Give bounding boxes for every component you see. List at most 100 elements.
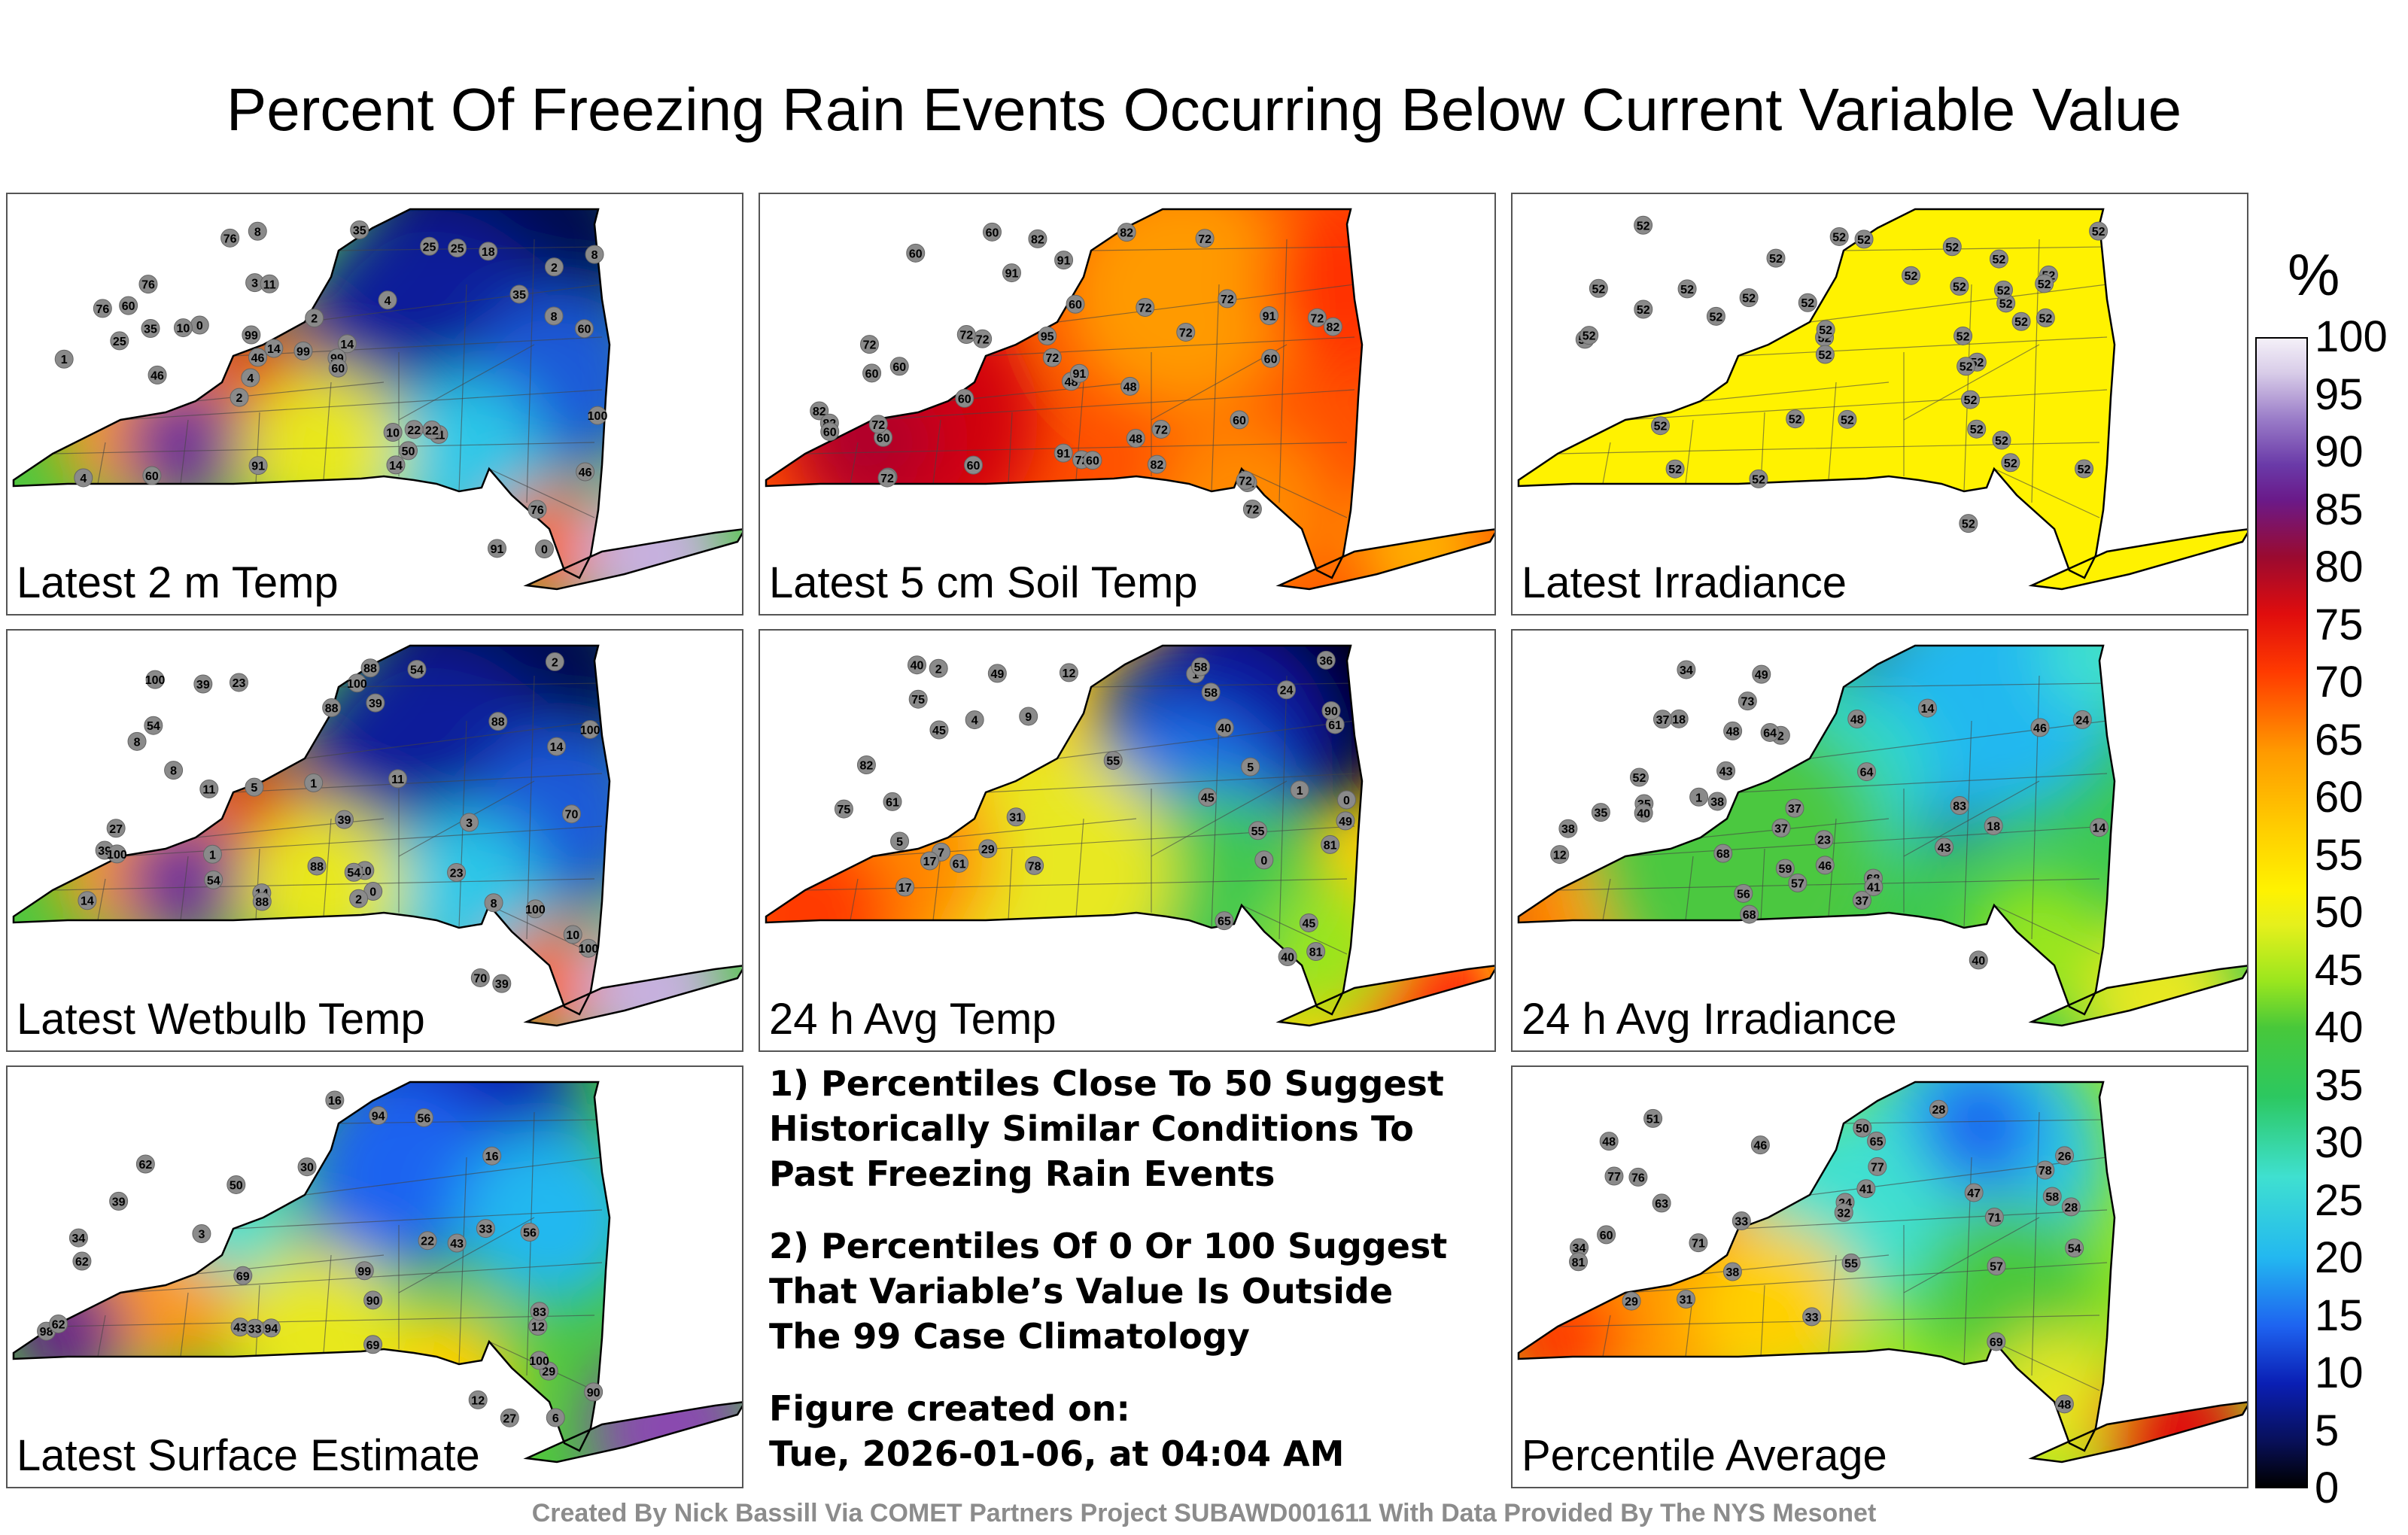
station-value: 37 (1856, 895, 1869, 907)
station-value: 76 (141, 279, 155, 292)
station-dot (204, 870, 223, 889)
station-marker: 14 (2090, 818, 2109, 837)
station-value: 4 (80, 473, 87, 485)
station-value: 91 (1057, 448, 1070, 460)
station-value: 72 (1221, 293, 1234, 306)
station-dot (1083, 451, 1102, 470)
field-blob (173, 1157, 293, 1278)
station-dot (1950, 796, 1969, 816)
station-value: 76 (223, 233, 237, 245)
station-marker: 52 (2001, 453, 2020, 473)
county-line (1760, 1284, 1765, 1357)
station-marker: 37 (1652, 710, 1672, 729)
station-value: 70 (473, 972, 487, 985)
station-value: 31 (1680, 1294, 1693, 1307)
station-value: 65 (1218, 916, 1231, 929)
county-line (947, 381, 1137, 402)
station-dot (859, 335, 879, 354)
station-value: 52 (1945, 242, 1959, 254)
county-line (180, 1292, 189, 1357)
station-value: 72 (1045, 352, 1059, 365)
station-dot (1775, 859, 1795, 878)
station-value: 88 (325, 703, 339, 716)
station-marker: 14 (337, 334, 357, 354)
station-dot (1852, 890, 1871, 910)
station-value: 40 (911, 660, 924, 673)
county-line (233, 1209, 603, 1230)
station-value: 33 (1735, 1216, 1748, 1229)
station-marker: 60 (1066, 294, 1085, 314)
county-line (488, 468, 595, 518)
station-marker: 33 (245, 1318, 265, 1338)
station-dot (1989, 249, 2008, 269)
station-value: 60 (122, 300, 135, 313)
station-dot (920, 851, 939, 871)
station-marker: 90 (363, 1290, 383, 1310)
station-marker: 2 (544, 257, 564, 277)
station-marker: 41 (1856, 1179, 1876, 1199)
colorbar-tick-label: 95 (2315, 369, 2364, 419)
field-blob (14, 1270, 128, 1391)
station-value: 52 (2039, 312, 2052, 325)
station-dot (145, 670, 165, 689)
station-dot (1591, 803, 1610, 822)
station-dot (1816, 320, 1835, 339)
station-value: 33 (479, 1223, 492, 1236)
station-dot (1716, 761, 1736, 780)
station-value: 55 (1106, 755, 1120, 768)
state-outline (1517, 644, 2116, 1016)
county-line (1625, 825, 2108, 857)
station-dot (1321, 834, 1340, 854)
colorbar-tick-label: 45 (2315, 945, 2364, 995)
field-blob (2099, 1360, 2247, 1462)
county-line (1602, 442, 1611, 485)
station-dot (241, 368, 260, 388)
station-value: 27 (503, 1412, 516, 1425)
station-value: 52 (1997, 284, 2011, 297)
county-line (338, 246, 603, 251)
station-dot (147, 365, 167, 385)
station-marker: 99 (354, 1261, 374, 1281)
station-dot (447, 862, 467, 882)
station-marker: 3 (245, 273, 265, 293)
station-dot (1629, 768, 1649, 787)
station-value: 10 (177, 323, 190, 336)
station-dot (1321, 701, 1341, 720)
station-dot (834, 799, 853, 819)
station-dot (1120, 376, 1140, 396)
station-marker: 39 (193, 674, 213, 694)
station-value: 8 (134, 736, 141, 749)
station-dot (545, 652, 564, 671)
station-dot (1752, 664, 1771, 684)
county-line (233, 773, 603, 793)
map-panel-3: 52 52 52 52 52 52 52 52 52 52 52 52 52 52 52 52 52 52 52 52… (1511, 193, 2248, 616)
station-marker: 100 (107, 844, 127, 864)
station-dot (1760, 722, 1780, 742)
state-outline (523, 1401, 742, 1464)
station-dot (1841, 1253, 1861, 1272)
station-dot (520, 1223, 540, 1242)
station-marker: 60 (982, 222, 1002, 242)
station-value: 8 (591, 249, 598, 262)
county-line (398, 344, 535, 421)
station-dot (2090, 818, 2109, 837)
station-marker: 3 (460, 813, 479, 832)
station-value: 52 (1633, 772, 1646, 785)
station-value: 39 (196, 679, 210, 692)
station-value: 39 (495, 978, 509, 991)
station-value: 37 (1656, 714, 1670, 727)
station-marker: 46 (2030, 718, 2050, 737)
station-marker: 28 (1929, 1099, 1948, 1119)
station-marker: 75 (834, 799, 853, 819)
station-dot (2036, 1160, 2055, 1180)
station-marker: 100 (525, 899, 546, 919)
station-value: 52 (1752, 473, 1765, 486)
station-value: 60 (1086, 455, 1099, 468)
station-marker: 52 (2035, 274, 2054, 293)
station-marker: 52 (2036, 308, 2055, 327)
station-marker: 37 (1852, 890, 1871, 910)
station-dot (1956, 357, 1976, 376)
station-dot (293, 341, 313, 360)
station-value: 55 (1251, 825, 1265, 838)
station-dot (1950, 276, 1969, 296)
